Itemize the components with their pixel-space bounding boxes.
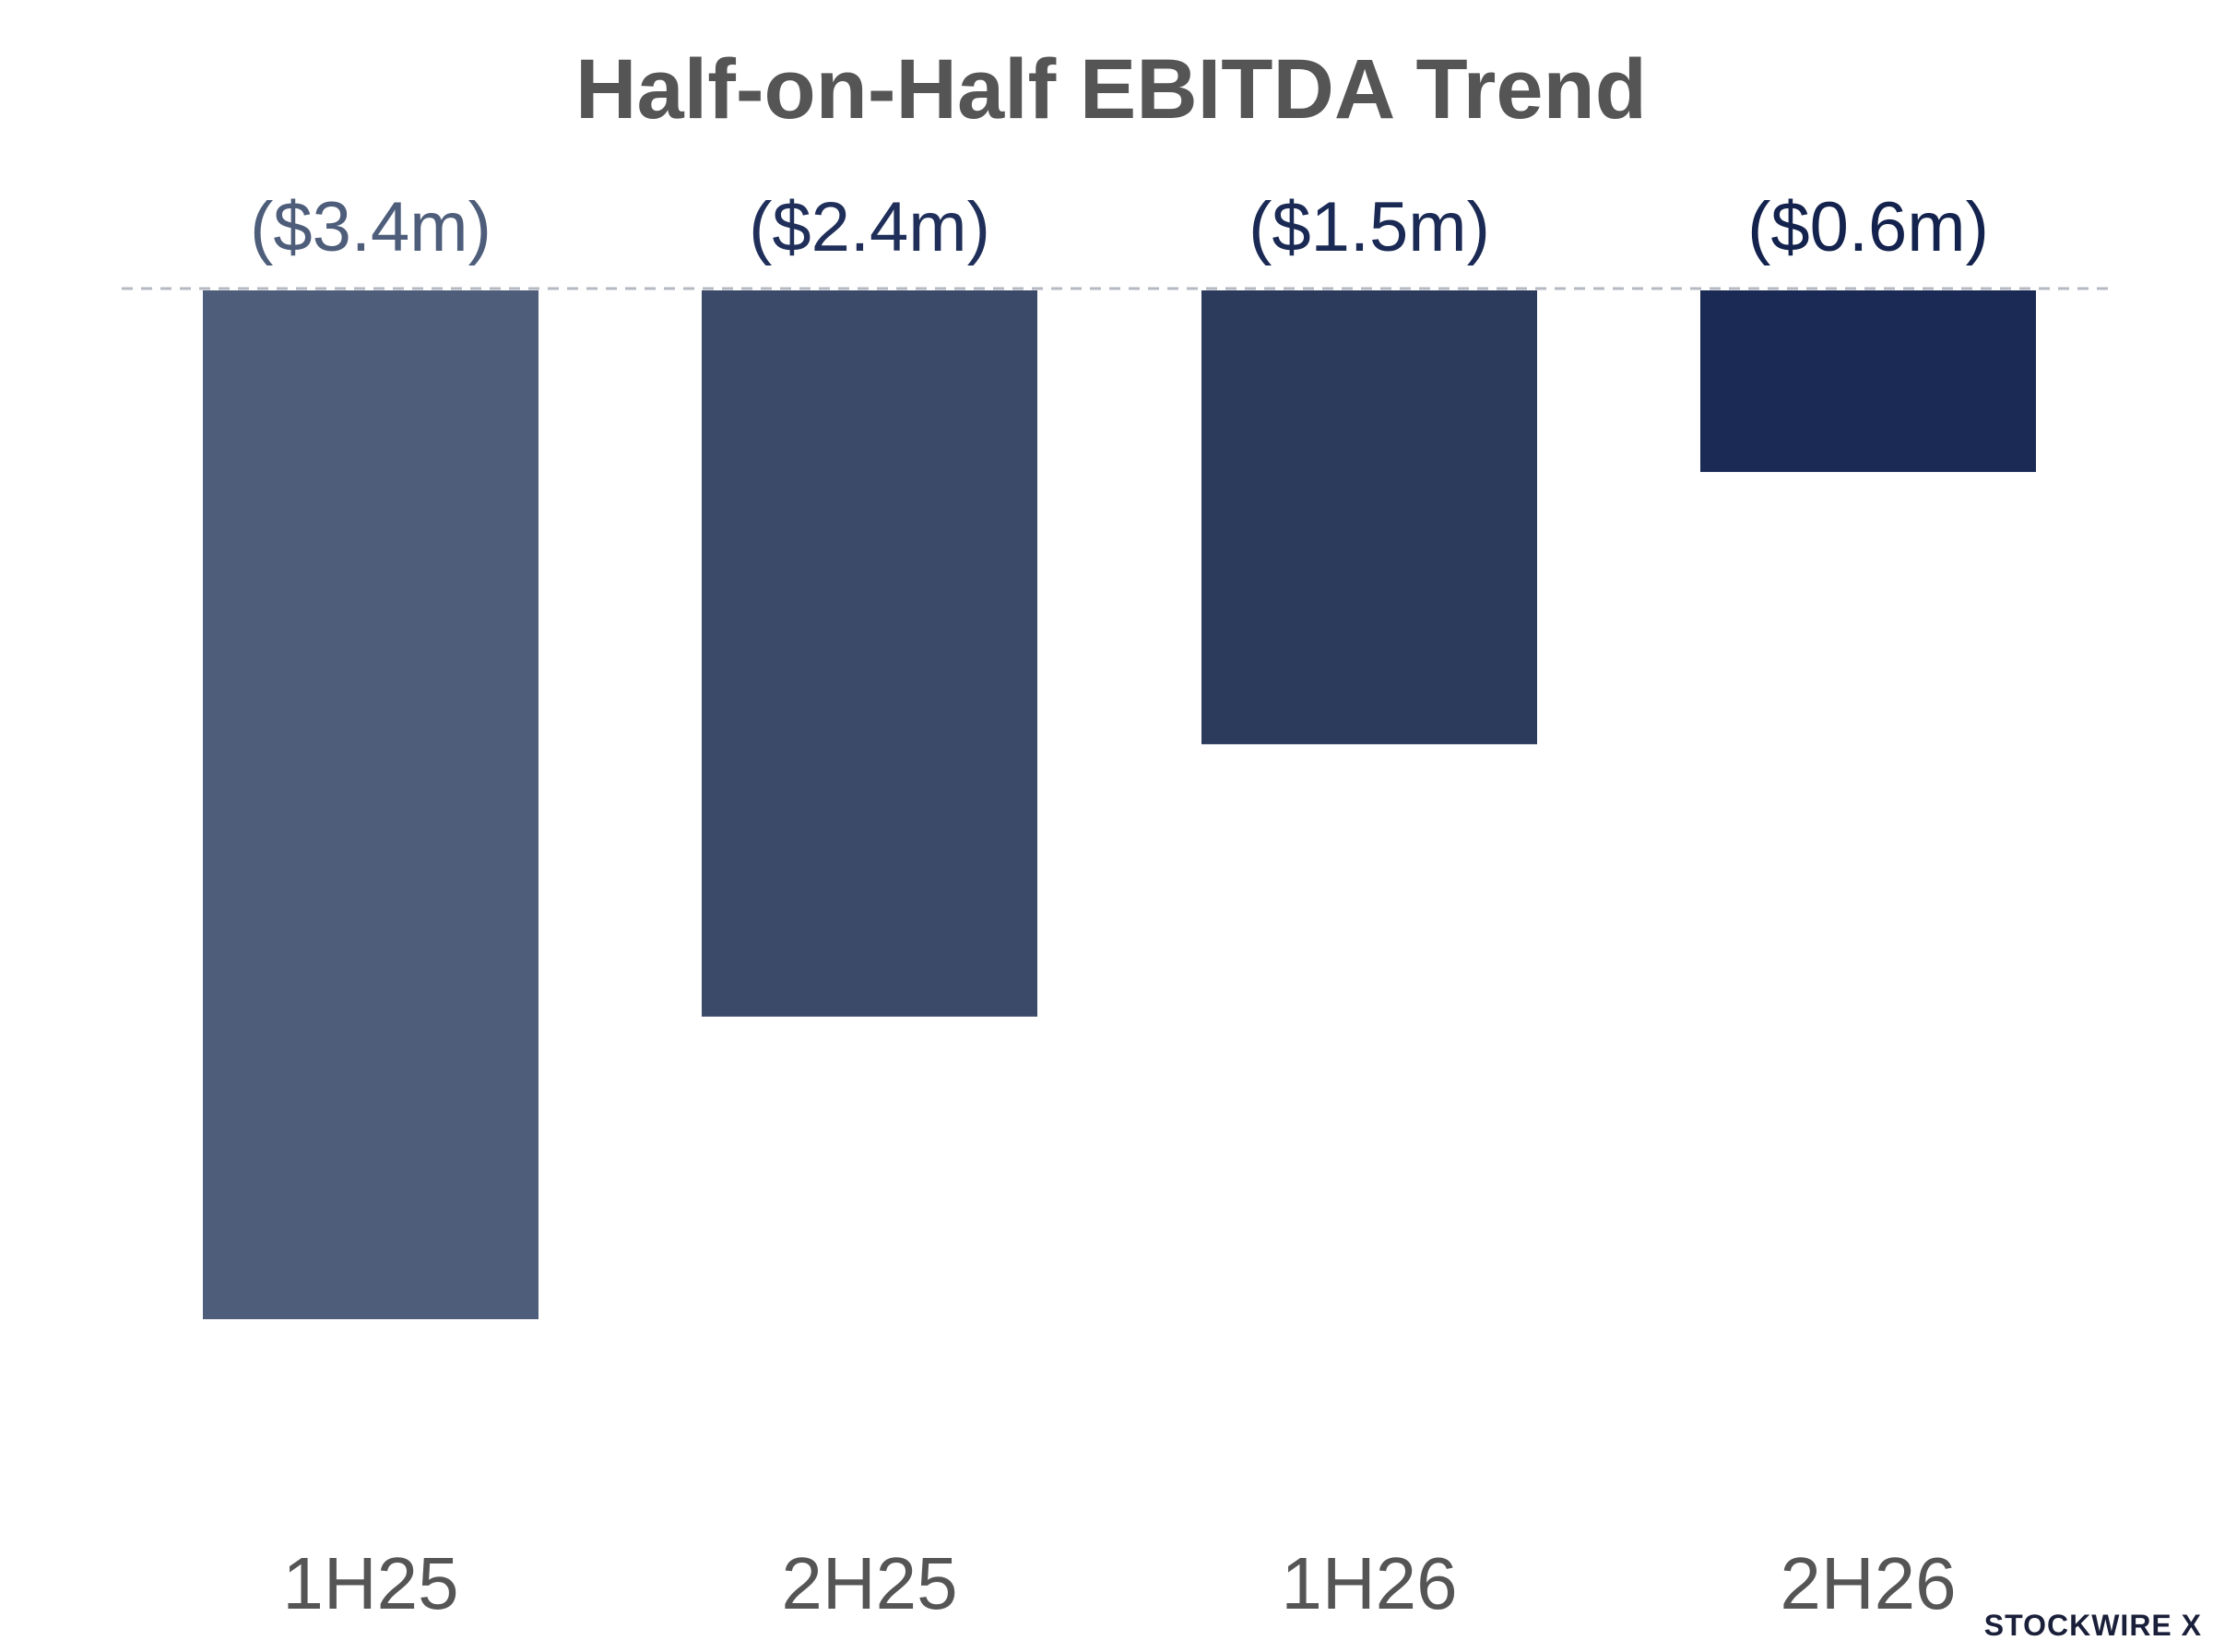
value-label-1h25: ($3.4m): [250, 188, 491, 266]
bar-2h26: [1700, 290, 2036, 472]
bar-1h25: [203, 290, 538, 1319]
category-label-2h26: 2H26: [1780, 1542, 1956, 1624]
category-label-1h26: 1H26: [1281, 1542, 1457, 1624]
value-label-1h26: ($1.5m): [1249, 188, 1490, 266]
bar-1h26: [1201, 290, 1537, 745]
value-label-2h26: ($0.6m): [1747, 188, 1989, 266]
brand-watermark: STOCKWIRE X: [1983, 1609, 2202, 1642]
bar-2h25: [702, 290, 1037, 1017]
value-label-2h25: ($2.4m): [749, 188, 990, 266]
category-label-1h25: 1H25: [282, 1542, 458, 1624]
chart-title: Half-on-Half EBITDA Trend: [575, 42, 1647, 136]
category-label-2h25: 2H25: [781, 1542, 957, 1624]
